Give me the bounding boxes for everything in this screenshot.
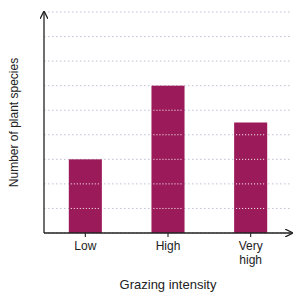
x-tick-label: High [156,239,181,253]
chart-container: Low High Veryhigh Grazing intensity Number o… [0,0,304,297]
grid-line [44,12,292,13]
bar-stripe [236,183,265,184]
bar [234,123,267,234]
bar [69,159,102,233]
bar-stripe [153,208,182,209]
bar-stripe [153,159,182,160]
bar-stripe [236,208,265,209]
bar-stripe [71,183,100,184]
x-axis-label: Grazing intensity [120,277,217,292]
bar-stripe [153,110,182,111]
axes: Low High Veryhigh [44,12,292,267]
x-tick-label: Veryhigh [239,239,263,267]
x-tick-label: Low [74,239,96,253]
bar-stripe [236,134,265,135]
chart-svg: Low High Veryhigh Grazing intensity Number o… [0,0,304,297]
bar-stripe [71,208,100,209]
x-tick [167,233,168,237]
bar [151,86,184,233]
grid-line [44,36,292,37]
bar-stripe [153,134,182,135]
bars [69,86,267,233]
bar-stripe [153,183,182,184]
bar-stripe [236,159,265,160]
y-axis [43,12,44,233]
x-tick [85,233,86,237]
grid-line [44,61,292,62]
grid [44,12,292,233]
x-tick [250,233,251,237]
y-axis-label: Number of plant species [7,58,21,187]
